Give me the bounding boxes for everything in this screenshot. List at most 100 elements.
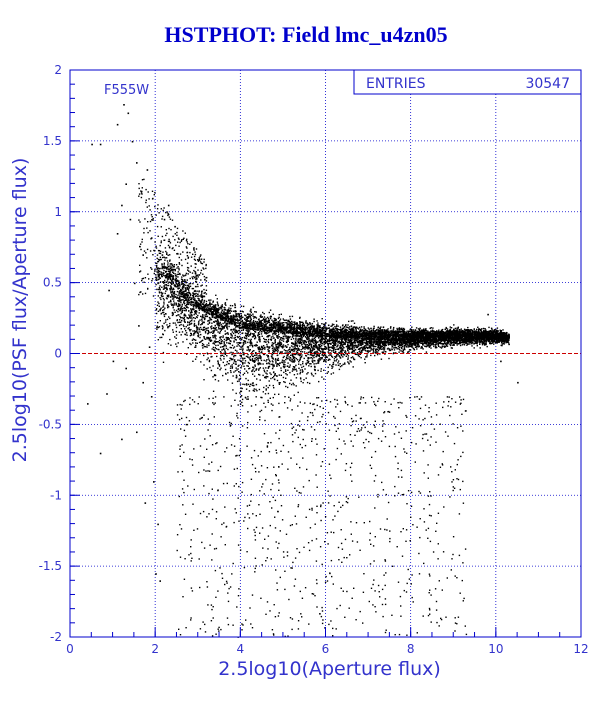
data-point	[461, 344, 464, 346]
data-point	[247, 356, 249, 358]
data-point	[283, 355, 285, 358]
data-point	[366, 343, 368, 346]
data-point	[257, 332, 260, 334]
data-point	[170, 285, 172, 287]
data-point	[221, 314, 224, 316]
data-point	[469, 331, 472, 333]
data-point	[313, 342, 315, 345]
data-point	[310, 328, 312, 331]
data-point	[402, 331, 404, 334]
data-point	[224, 322, 226, 324]
data-point	[196, 342, 198, 344]
data-point	[254, 337, 257, 339]
data-point	[208, 342, 210, 344]
data-point	[225, 318, 227, 321]
data-point	[360, 344, 362, 346]
data-point	[353, 330, 355, 332]
data-point	[388, 357, 390, 360]
data-point	[234, 338, 236, 341]
data-point	[325, 341, 327, 343]
data-point	[213, 332, 215, 334]
data-point	[281, 332, 284, 335]
data-point	[244, 332, 247, 334]
data-point	[296, 325, 298, 327]
data-point	[163, 264, 165, 266]
data-point	[273, 322, 275, 324]
data-point	[253, 375, 256, 377]
data-point	[352, 331, 355, 333]
data-point	[273, 323, 275, 326]
data-point	[307, 326, 310, 329]
data-point	[387, 336, 389, 338]
data-point	[155, 308, 158, 310]
data-point	[173, 300, 175, 302]
data-point	[211, 316, 213, 318]
data-point	[425, 345, 428, 348]
data-point	[242, 311, 244, 313]
data-point	[201, 339, 204, 341]
data-point	[256, 390, 258, 392]
data-point	[171, 290, 174, 293]
data-point	[296, 334, 298, 336]
data-point	[282, 337, 284, 339]
data-point	[367, 330, 369, 332]
data-point	[318, 349, 321, 352]
data-point	[363, 346, 365, 349]
data-point	[412, 347, 414, 350]
data-point	[159, 285, 161, 287]
data-point	[194, 310, 196, 313]
data-point	[317, 369, 319, 372]
data-point	[224, 351, 226, 353]
data-point	[284, 319, 286, 321]
data-point	[276, 328, 278, 331]
data-point	[182, 296, 185, 299]
data-point	[206, 368, 208, 370]
data-point	[236, 331, 238, 333]
data-point	[242, 321, 244, 324]
data-point	[247, 398, 249, 400]
data-point	[323, 354, 326, 356]
data-point	[213, 327, 215, 329]
data-point	[282, 346, 285, 348]
data-point	[412, 329, 415, 331]
data-point	[188, 321, 191, 324]
data-point	[160, 273, 162, 275]
data-point	[447, 337, 449, 340]
data-point	[239, 327, 241, 330]
data-point	[252, 329, 255, 331]
data-point	[291, 328, 293, 331]
data-point	[280, 367, 282, 369]
data-point	[217, 321, 220, 323]
data-point	[192, 294, 195, 297]
data-point	[176, 290, 179, 293]
data-point	[277, 342, 279, 344]
data-point	[332, 372, 335, 374]
data-point	[159, 277, 161, 279]
data-point	[196, 300, 198, 302]
data-point	[340, 346, 342, 348]
data-point	[471, 343, 473, 345]
data-point	[336, 345, 339, 347]
data-point	[220, 354, 222, 357]
data-point	[181, 319, 183, 322]
data-point	[236, 350, 238, 352]
data-point	[243, 372, 246, 374]
data-point	[340, 337, 342, 339]
data-point	[313, 348, 316, 351]
data-point	[321, 326, 324, 329]
data-point	[185, 290, 187, 292]
data-point	[223, 348, 225, 350]
data-point	[198, 320, 200, 323]
data-point	[392, 328, 395, 330]
data-point	[282, 344, 285, 346]
data-point	[209, 336, 211, 339]
data-point	[284, 381, 286, 384]
data-point	[332, 328, 334, 331]
data-point	[267, 321, 270, 323]
data-point	[340, 350, 343, 353]
data-point	[333, 360, 336, 362]
data-point	[323, 369, 325, 371]
data-point	[269, 372, 271, 374]
data-point	[253, 367, 255, 369]
data-point	[212, 346, 215, 349]
